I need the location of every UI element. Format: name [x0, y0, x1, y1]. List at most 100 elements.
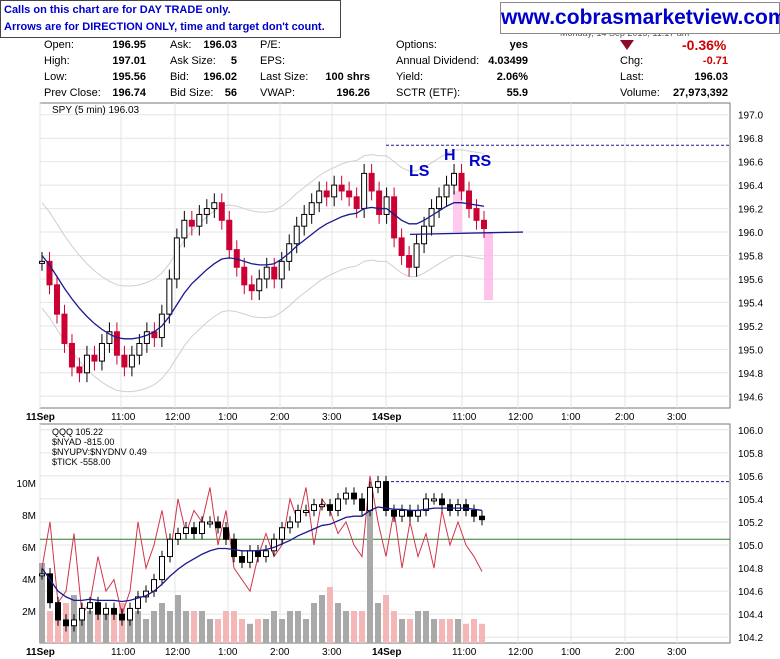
last-size-label: Last Size:: [260, 71, 309, 83]
qqq-series: [39, 475, 485, 643]
candle-body: [207, 521, 213, 525]
volume-bar: [279, 619, 285, 643]
x-tick-label: 3:00: [667, 647, 687, 658]
volume-bar: [319, 595, 325, 643]
candle-body: [151, 331, 158, 339]
x-tick-label: 3:00: [322, 412, 342, 423]
candle-body: [55, 602, 61, 621]
ask-label: Ask:: [170, 39, 192, 51]
candle-body: [98, 342, 105, 362]
candle-body: [248, 284, 255, 292]
x-tick-label: 11Sep: [26, 412, 55, 423]
volume-bar: [311, 603, 317, 643]
volume-bar: [391, 611, 397, 643]
candle-body: [473, 208, 480, 221]
sctr-label: SCTR (ETF):: [396, 87, 461, 99]
eps-label: EPS:: [260, 55, 286, 67]
x-tick-label: 12:00: [508, 647, 533, 658]
candle-body: [451, 172, 458, 186]
candle-body: [471, 509, 477, 517]
volume-label: Volume:: [620, 87, 660, 99]
yield-label: Yield:: [396, 71, 424, 83]
pe-label: P/E:: [260, 39, 281, 51]
candle-body: [71, 619, 77, 627]
annotation-rs: RS: [469, 153, 492, 170]
candle-body: [231, 538, 237, 558]
volume-bar: [111, 611, 117, 643]
y-tick-label: 196.8: [738, 134, 763, 145]
ask-size-label: Ask Size:: [170, 55, 216, 67]
high-label: High:: [44, 55, 70, 67]
y-tick-label: 105.0: [738, 541, 763, 552]
y-tick-label: 104.2: [738, 633, 763, 644]
y-tick-label: 195.2: [738, 322, 763, 333]
volume-bar: [135, 611, 141, 643]
volume-bar: [303, 619, 309, 643]
candle-body: [415, 509, 421, 517]
x-tick-label: 11:00: [452, 412, 477, 423]
volume-bar: [151, 611, 157, 643]
candle-body: [83, 354, 90, 374]
volume-bar: [63, 603, 69, 643]
last-label: Last:: [620, 71, 644, 83]
candle-body: [158, 313, 165, 339]
x-tick-label: 12:00: [508, 412, 533, 423]
candle-body: [287, 521, 293, 529]
candle-body: [311, 504, 317, 511]
volume-bar: [383, 595, 389, 643]
bid-size-value: 56: [224, 87, 237, 99]
candle-body: [113, 331, 120, 356]
y-tick-label: 196.6: [738, 158, 763, 169]
low-value: 195.56: [112, 71, 146, 83]
candle-body: [316, 190, 323, 204]
annual-dividend-label: Annual Dividend:: [396, 55, 480, 67]
legend-entry: QQQ 105.22: [52, 427, 103, 437]
candle-body: [61, 313, 68, 344]
x-tick-label: 14Sep: [372, 412, 401, 423]
candle-body: [406, 255, 413, 268]
candle-body: [188, 219, 195, 227]
y-tick-label: 195.6: [738, 275, 763, 286]
x-tick-label: 1:00: [561, 647, 581, 658]
x-tick-label: 2:00: [270, 647, 290, 658]
candle-body: [481, 219, 487, 230]
volume-tick-label: 4M: [22, 575, 36, 586]
candle-body: [119, 613, 125, 621]
volume-bar: [471, 619, 477, 643]
tick-line: [41, 475, 483, 616]
y-tick-label: 196.2: [738, 205, 763, 216]
bid-label: Bid:: [170, 71, 189, 83]
candle-body: [47, 573, 53, 604]
x-tick-label: 1:00: [218, 412, 238, 423]
candle-body: [443, 184, 450, 198]
volume-bar: [359, 611, 365, 643]
volume-bar: [79, 611, 85, 643]
candle-body: [323, 190, 330, 198]
spy-price-axis: 194.6 194.8 195.0 195.2 195.4 195.6 195.8 196.0…: [738, 111, 763, 404]
volume-bar: [239, 619, 245, 643]
x-tick-label: 12:00: [165, 412, 190, 423]
y-tick-label: 105.2: [738, 518, 763, 529]
volume-bar: [287, 611, 293, 643]
candle-body: [391, 196, 398, 239]
chg-label: Chg:: [620, 55, 644, 67]
y-tick-label: 195.0: [738, 345, 763, 356]
candle-body: [121, 354, 128, 368]
candle-body: [455, 504, 461, 511]
qqq-volume-axis: 2M 4M 6M 8M 10M: [17, 479, 36, 618]
candle-body: [458, 172, 465, 192]
candle-body: [391, 509, 397, 517]
candle-body: [166, 278, 173, 315]
candle-body: [39, 573, 45, 577]
volume-bar: [255, 619, 261, 643]
candle-body: [159, 556, 165, 581]
candle-body: [128, 354, 135, 368]
volume-bar: [463, 623, 469, 643]
options-label: Options:: [396, 39, 437, 51]
y-tick-label: 106.0: [738, 426, 763, 437]
candle-body: [338, 184, 345, 192]
volume-bar: [119, 603, 125, 643]
candle-body: [91, 354, 98, 362]
candle-body: [343, 492, 349, 500]
site-url[interactable]: www.cobrasmarketview.com: [500, 2, 780, 34]
